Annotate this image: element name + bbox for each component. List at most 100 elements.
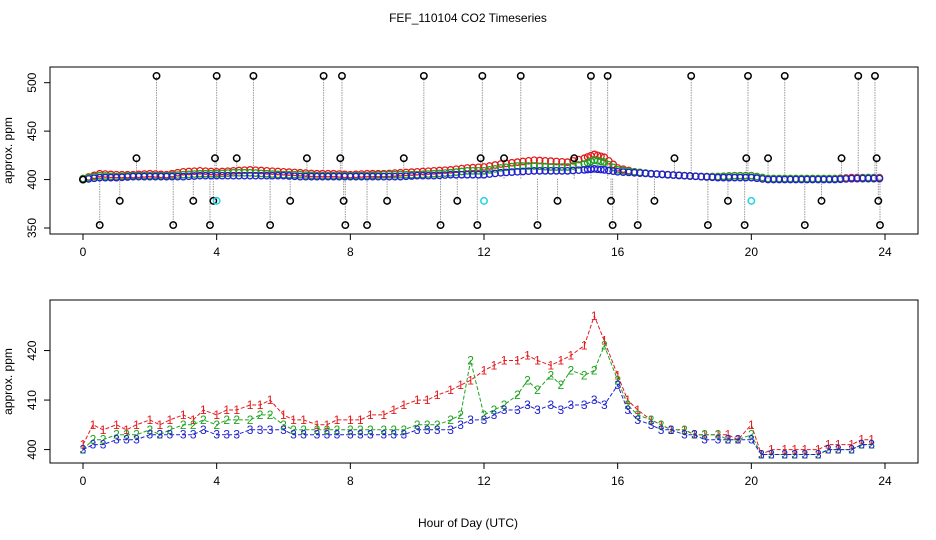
series-3-point xyxy=(251,171,260,180)
series-1-label: 1 xyxy=(524,349,531,363)
series-2-label: 2 xyxy=(514,388,521,402)
series-1-label: 1 xyxy=(624,393,631,407)
raw-point xyxy=(79,175,87,184)
series-3-point xyxy=(179,172,188,181)
series-1-label: 1 xyxy=(233,403,240,417)
series-3-label: 3 xyxy=(113,433,120,447)
x-tick-label: 20 xyxy=(745,474,759,488)
series-3-label: 3 xyxy=(601,398,608,412)
flagged-point xyxy=(747,196,756,205)
series-1-label: 1 xyxy=(758,448,765,462)
series-3-point xyxy=(831,175,839,184)
series-3-point xyxy=(753,174,761,183)
raw-point xyxy=(570,154,579,163)
raw-point xyxy=(533,221,542,230)
series-3-point xyxy=(502,168,511,177)
raw-point xyxy=(436,221,445,230)
series-1-label: 1 xyxy=(347,413,354,427)
series-2-label: 2 xyxy=(801,448,808,462)
series-2-point xyxy=(474,166,483,175)
series-2-label: 2 xyxy=(481,408,488,422)
x-tick-label: 16 xyxy=(611,245,625,259)
raw-point xyxy=(740,221,749,230)
series-3-point xyxy=(624,168,633,177)
series-2-label: 2 xyxy=(324,423,331,437)
series-3-label: 3 xyxy=(568,398,575,412)
raw-point xyxy=(232,154,241,163)
series-3-point xyxy=(396,172,405,181)
series-2-point xyxy=(457,167,466,176)
series-3-point xyxy=(212,171,221,180)
raw-point xyxy=(650,196,659,205)
series-3-point xyxy=(357,172,366,181)
series-2-point xyxy=(541,162,550,171)
series-2-label: 2 xyxy=(257,408,264,422)
series-1-label: 1 xyxy=(247,398,254,412)
series-2-point xyxy=(558,163,566,171)
series-2-label: 2 xyxy=(681,423,688,437)
series-3-point xyxy=(290,172,299,181)
series-2-label: 2 xyxy=(90,433,97,447)
x-tick-label: 0 xyxy=(80,474,87,488)
x-tick-label: 0 xyxy=(80,245,87,259)
series-3-label: 3 xyxy=(858,438,865,452)
raw-point xyxy=(476,154,485,163)
series-3-label: 3 xyxy=(624,403,631,417)
series-3-label: 3 xyxy=(213,428,220,442)
series-2-label: 2 xyxy=(758,448,765,462)
series-3-label: 3 xyxy=(491,408,498,422)
y-axis-title: approx. ppm xyxy=(1,348,15,415)
series-1-label: 1 xyxy=(491,358,498,372)
raw-point xyxy=(341,221,350,230)
raw-point xyxy=(249,71,258,80)
series-1-label: 1 xyxy=(725,428,732,442)
series-2-point xyxy=(535,162,544,171)
series-1-label: 1 xyxy=(457,378,464,392)
series-3-point xyxy=(318,172,327,181)
series-3-label: 3 xyxy=(334,428,341,442)
series-2-label: 2 xyxy=(414,418,421,432)
series-3-point xyxy=(609,167,618,176)
series-3-label: 3 xyxy=(280,423,287,437)
series-2-label: 2 xyxy=(547,368,554,382)
flagged-point xyxy=(212,196,221,205)
raw-point xyxy=(152,71,161,80)
series-3-point xyxy=(535,166,544,175)
raw-point xyxy=(800,221,809,230)
series-3-point xyxy=(858,174,867,183)
series-3-point xyxy=(379,172,388,181)
y-axis-title: approx. ppm xyxy=(1,117,15,184)
series-3-point xyxy=(546,166,555,175)
series-3-point xyxy=(129,172,137,181)
series-3-point xyxy=(647,169,655,178)
series-1-label: 1 xyxy=(400,398,407,412)
raw-point xyxy=(608,221,617,230)
raw-point xyxy=(473,221,482,230)
series-3-point xyxy=(235,171,243,180)
series-3-point xyxy=(430,171,438,180)
series-2-point xyxy=(496,164,505,172)
series-1-label: 1 xyxy=(868,433,875,447)
series-3-label: 3 xyxy=(367,428,374,442)
series-3-point xyxy=(819,175,828,184)
series-3-point xyxy=(736,173,745,182)
series-1-label: 1 xyxy=(314,418,321,432)
series-3-point xyxy=(446,170,455,179)
series-2-label: 2 xyxy=(200,413,207,427)
series-1-label: 1 xyxy=(514,353,521,367)
series-3-label: 3 xyxy=(457,418,464,432)
series-1-label: 1 xyxy=(133,418,140,432)
series-3-point xyxy=(112,173,121,182)
raw-point xyxy=(399,154,408,163)
series-1-label: 1 xyxy=(748,418,755,432)
series-3-point xyxy=(223,171,232,180)
series-3-label: 3 xyxy=(247,423,254,437)
series-3-label: 3 xyxy=(146,428,153,442)
raw-point xyxy=(516,71,525,80)
series-1-point xyxy=(513,158,522,166)
series-1-label: 1 xyxy=(380,408,387,422)
series-3-point xyxy=(418,171,427,180)
series-3-point xyxy=(691,172,700,181)
series-2-label: 2 xyxy=(581,368,588,382)
series-1-label: 1 xyxy=(213,408,220,422)
